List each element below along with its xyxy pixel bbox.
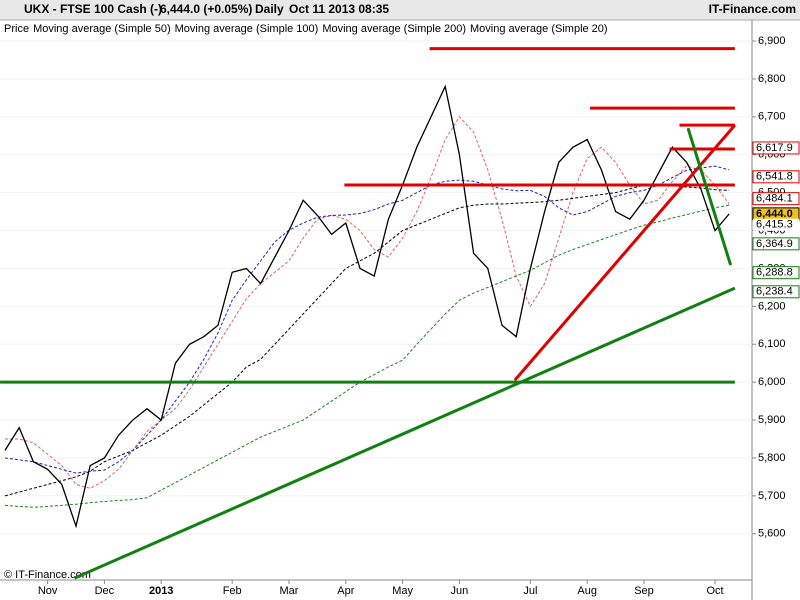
price-label-box	[753, 218, 799, 231]
x-tick-label: Aug	[577, 585, 597, 597]
x-tick-label: Mar	[280, 585, 299, 597]
y-tick-label: 6,000	[758, 376, 786, 388]
price-label: 6,288.8	[756, 267, 793, 279]
price-label-box	[752, 285, 800, 299]
legend-entry: Moving average (Simple 20)	[470, 23, 608, 35]
x-tick-label: Jun	[451, 585, 469, 597]
last-price: 6,444.0 (+0.05%)	[160, 2, 252, 16]
price-label: 6,484.1	[756, 193, 793, 205]
price-label: 6,444.0	[756, 208, 793, 220]
period: Daily	[255, 2, 284, 16]
price-label: 6,541.8	[756, 171, 793, 183]
y-tick-label: 5,800	[758, 452, 786, 464]
y-tick-label: 6,800	[758, 73, 786, 85]
y-tick-label: 5,900	[758, 414, 786, 426]
y-tick-label: 6,100	[758, 338, 786, 350]
x-tick-label: 2013	[149, 585, 173, 597]
legend-entry: Moving average (Simple 100)	[175, 23, 319, 35]
trend-line	[73, 286, 736, 580]
legend-entry: Moving average (Simple 200)	[322, 23, 466, 35]
y-tick-label: 6,700	[758, 111, 786, 123]
x-tick-label: Jul	[523, 585, 537, 597]
price-label: 6,617.9	[756, 142, 793, 154]
price-label-box	[752, 192, 800, 206]
y-tick-label: 6,900	[758, 35, 786, 47]
price-label: 6,364.9	[756, 238, 793, 250]
trend-line	[686, 127, 733, 266]
x-tick-label: May	[392, 585, 413, 597]
legend-entry: Moving average (Simple 50)	[33, 23, 171, 35]
y-tick-label: 6,200	[758, 300, 786, 312]
price-label-box	[752, 237, 800, 251]
timestamp: Oct 11 2013 08:35	[289, 2, 389, 16]
price-label-box	[752, 141, 800, 155]
price-label: 6,415.3	[756, 219, 793, 231]
legend-entry: Price	[4, 23, 29, 35]
trend-line	[513, 124, 737, 382]
source: IT-Finance.com	[709, 2, 796, 16]
price-label: 6,238.4	[756, 286, 793, 298]
price-label-box	[752, 266, 800, 280]
x-tick-label: Dec	[95, 585, 115, 597]
x-tick-label: Oct	[706, 585, 723, 597]
x-tick-label: Nov	[38, 585, 58, 597]
x-tick-label: Apr	[337, 585, 354, 597]
chart-title: UKX - FTSE 100 Cash (-)	[24, 2, 162, 16]
price-line	[4, 84, 730, 529]
y-tick-label: 5,600	[758, 528, 786, 540]
moving-average-line	[4, 204, 730, 508]
footer: © IT-Finance.com	[4, 569, 91, 581]
moving-average-line	[4, 165, 730, 474]
y-tick-label: 5,700	[758, 490, 786, 502]
header-bar	[0, 0, 800, 20]
x-tick-label: Sep	[634, 585, 654, 597]
moving-average-line	[5, 116, 730, 489]
price-label-box	[752, 170, 800, 184]
x-tick-label: Feb	[223, 585, 242, 597]
